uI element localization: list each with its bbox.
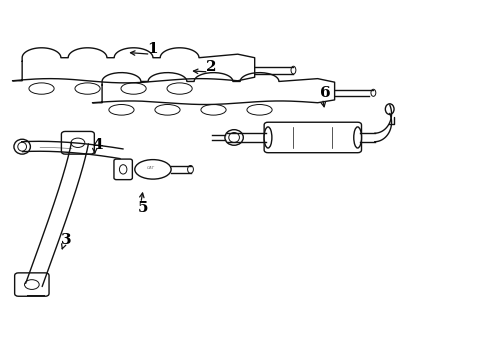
Ellipse shape: [29, 83, 54, 94]
FancyBboxPatch shape: [264, 122, 362, 153]
Ellipse shape: [291, 66, 296, 74]
Ellipse shape: [14, 139, 30, 154]
Text: CAT: CAT: [147, 166, 154, 170]
Text: 5: 5: [138, 201, 148, 215]
Ellipse shape: [229, 132, 240, 143]
Ellipse shape: [121, 83, 146, 94]
Ellipse shape: [71, 138, 85, 148]
Text: 6: 6: [319, 86, 330, 100]
Text: 1: 1: [147, 42, 158, 56]
Ellipse shape: [75, 83, 100, 94]
Ellipse shape: [155, 104, 180, 115]
FancyBboxPatch shape: [15, 273, 49, 296]
Ellipse shape: [24, 280, 39, 289]
Ellipse shape: [135, 159, 171, 179]
FancyBboxPatch shape: [61, 131, 95, 154]
Ellipse shape: [109, 104, 134, 115]
Text: 4: 4: [92, 138, 102, 152]
Text: 3: 3: [60, 233, 71, 247]
Ellipse shape: [247, 104, 272, 115]
Ellipse shape: [167, 83, 192, 94]
Ellipse shape: [371, 89, 376, 96]
Ellipse shape: [120, 165, 127, 174]
Ellipse shape: [188, 166, 194, 173]
Ellipse shape: [225, 130, 244, 145]
Ellipse shape: [264, 127, 272, 148]
Ellipse shape: [354, 127, 362, 148]
Ellipse shape: [201, 104, 226, 115]
Text: 2: 2: [206, 59, 217, 73]
FancyBboxPatch shape: [114, 159, 132, 180]
Ellipse shape: [385, 104, 394, 114]
Ellipse shape: [18, 142, 26, 151]
